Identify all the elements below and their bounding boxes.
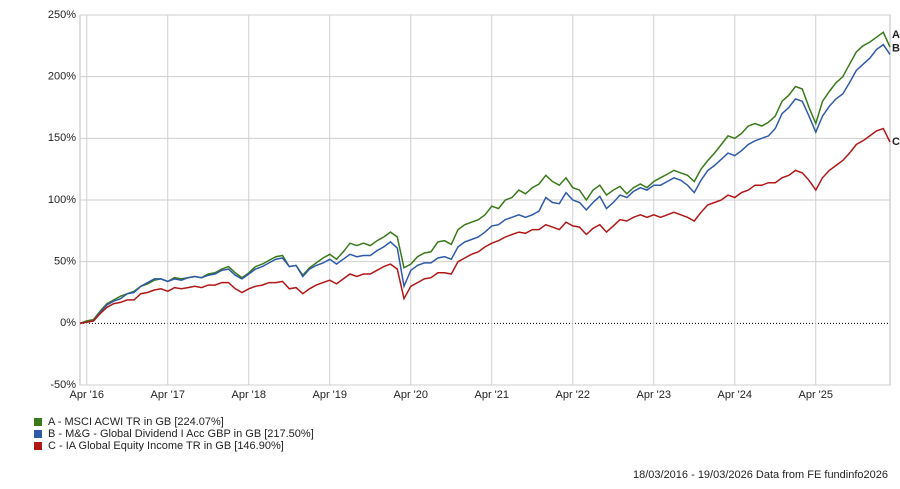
y-tick-label: 150% — [48, 132, 76, 144]
x-tick-label: Apr '16 — [69, 389, 104, 401]
x-tick-label: Apr '24 — [717, 389, 752, 401]
legend-label: B - M&G - Global Dividend I Acc GBP in G… — [48, 428, 314, 440]
y-tick-label: 0% — [60, 317, 76, 329]
x-tick-label: Apr '19 — [312, 389, 347, 401]
x-tick-label: Apr '20 — [393, 389, 428, 401]
x-tick-label: Apr '23 — [636, 389, 671, 401]
y-tick-label: 250% — [48, 9, 76, 21]
legend-label: C - IA Global Equity Income TR in GB [14… — [48, 440, 284, 452]
y-tick-label: -50% — [50, 379, 76, 391]
series-line — [79, 127, 891, 325]
legend-swatch — [34, 430, 42, 438]
y-tick-label: 50% — [54, 256, 76, 268]
x-tick-label: Apr '21 — [474, 389, 509, 401]
x-tick-label: Apr '18 — [231, 389, 266, 401]
y-tick-label: 200% — [48, 71, 76, 83]
footer: 18/03/2016 - 19/03/2026 Data from FE fun… — [633, 469, 888, 481]
end-label: A — [892, 29, 900, 41]
legend-swatch — [34, 418, 42, 426]
series-line — [79, 43, 891, 325]
y-tick-label: 100% — [48, 194, 76, 206]
end-label: C — [892, 136, 900, 148]
legend-swatch — [34, 442, 42, 450]
x-tick-label: Apr '17 — [150, 389, 185, 401]
series-line — [79, 31, 891, 325]
x-tick-label: Apr '25 — [798, 389, 833, 401]
legend-label: A - MSCI ACWI TR in GB [224.07%] — [48, 416, 224, 428]
end-label: B — [892, 42, 900, 54]
x-tick-label: Apr '22 — [555, 389, 590, 401]
